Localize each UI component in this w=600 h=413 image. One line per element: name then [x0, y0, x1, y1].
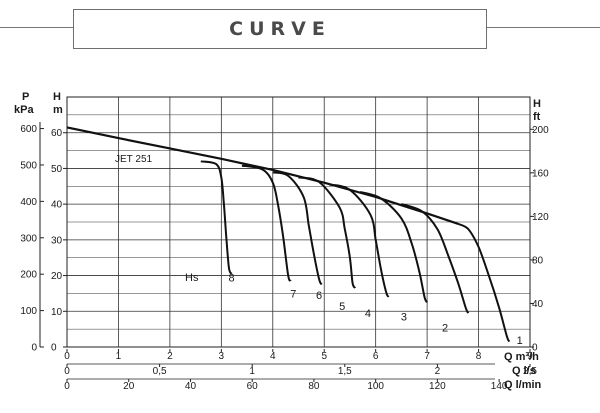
x-tick-label-lmin: 80 — [308, 381, 320, 392]
x-tick-label-lmin: 140 — [491, 381, 508, 392]
text-layer: P kPa H m H ft JET 251 Hs Q m³/h Q l/s Q… — [14, 91, 542, 391]
right-axis-label: H — [533, 98, 541, 110]
head-tick-label: 40 — [51, 200, 63, 211]
suction-curve-5 — [298, 176, 357, 289]
pressure-tick-label: 600 — [20, 124, 37, 135]
plot-frame — [66, 96, 531, 348]
grid-layer — [66, 96, 531, 347]
suction-curve-label-2: 2 — [442, 322, 448, 334]
x-tick-label-ls: 0 — [64, 366, 70, 377]
x-tick-label-lmin: 120 — [429, 381, 446, 392]
head-axis-unit: m — [53, 104, 63, 116]
head-tick-label: 20 — [51, 271, 63, 282]
x-tick-label-lmin: 100 — [367, 381, 384, 392]
x-tick-label-lmin: 20 — [123, 381, 135, 392]
title-box: CURVE — [73, 9, 487, 49]
header-rule-right — [487, 27, 600, 28]
x-tick-label-m3h: 0 — [64, 351, 70, 362]
suction-curve-2 — [401, 203, 470, 314]
suction-curve-label-5: 5 — [339, 301, 345, 313]
x-tick-label-m3h: 6 — [373, 351, 379, 362]
x-tick-label-m3h: 4 — [270, 351, 276, 362]
pressure-tick-label: 300 — [20, 233, 37, 244]
x-tick-label-m3h: 1 — [116, 351, 122, 362]
x-tick-label-m3h: 9 — [527, 351, 533, 362]
suction-curve-label-7: 7 — [290, 288, 296, 300]
suction-curve-label-6: 6 — [316, 290, 322, 302]
feet-tick-label: 40 — [532, 299, 544, 310]
x-tick-label-ls: 1 — [249, 366, 255, 377]
pressure-tick-label: 400 — [20, 197, 37, 208]
x-tick-label-lmin: 40 — [185, 381, 197, 392]
pressure-tick-label: 100 — [20, 306, 37, 317]
x-tick-label-m3h: 7 — [424, 351, 430, 362]
x-tick-label-ls: 0,5 — [153, 366, 167, 377]
head-tick-label: 50 — [51, 164, 63, 175]
x-axis-label-m3h: Q m³/h — [504, 351, 539, 363]
pressure-axis-unit: kPa — [14, 104, 34, 116]
pressure-axis-label: P — [22, 91, 29, 103]
feet-tick-label: 120 — [532, 212, 549, 223]
suction-curve-label-4: 4 — [365, 308, 371, 320]
page-title: CURVE — [229, 18, 331, 40]
header-rule-left — [0, 27, 73, 28]
x-tick-label-ls: 1,5 — [338, 366, 352, 377]
suction-curve-1 — [457, 222, 511, 343]
x-tick-label-m3h: 8 — [476, 351, 482, 362]
envelope-curve — [66, 126, 459, 225]
x-axis-label-lmin: Q l/min — [504, 379, 542, 391]
feet-tick-label: 200 — [532, 125, 549, 136]
head-tick-label: 30 — [51, 235, 63, 246]
x-tick-label-ls: 2 — [435, 366, 441, 377]
suction-curve-3 — [359, 191, 429, 303]
suction-curve-8 — [200, 160, 233, 275]
pressure-tick-label: 500 — [20, 160, 37, 171]
suction-curve-label-8: 8 — [229, 272, 235, 284]
suction-curve-7 — [241, 164, 292, 282]
head-tick-label: 10 — [51, 307, 63, 318]
x-tick-label-lmin: 0 — [64, 381, 70, 392]
right-axis-unit: ft — [533, 111, 541, 123]
x-tick-label-lmin: 60 — [247, 381, 259, 392]
head-tick-label: 0 — [51, 343, 57, 354]
suction-curve-label-3: 3 — [401, 312, 407, 324]
head-tick-label: 60 — [51, 128, 63, 139]
model-label: JET 251 — [115, 154, 152, 165]
x-tick-label-m3h: 5 — [321, 351, 327, 362]
series-layer: 8 7 6 5 4 3 2 1 — [66, 126, 523, 347]
pressure-tick-label: 0 — [31, 343, 37, 354]
x-tick-label-ls: 2,5 — [523, 366, 537, 377]
suction-curve-label-1: 1 — [517, 335, 523, 347]
feet-tick-label: 0 — [532, 343, 538, 354]
x-tick-label-m3h: 3 — [219, 351, 225, 362]
axes-layer: 0102030405060010020030040050060004080120… — [20, 96, 549, 392]
pressure-tick-label: 200 — [20, 270, 37, 281]
feet-tick-label: 80 — [532, 255, 544, 266]
x-tick-label-m3h: 2 — [167, 351, 173, 362]
suction-curve-4 — [329, 183, 390, 298]
x-axis-label-ls: Q l/s — [512, 365, 536, 377]
feet-tick-label: 160 — [532, 168, 549, 179]
head-axis-label: H — [53, 91, 61, 103]
suction-label: Hs — [185, 272, 199, 284]
suction-curve-6 — [272, 171, 323, 286]
